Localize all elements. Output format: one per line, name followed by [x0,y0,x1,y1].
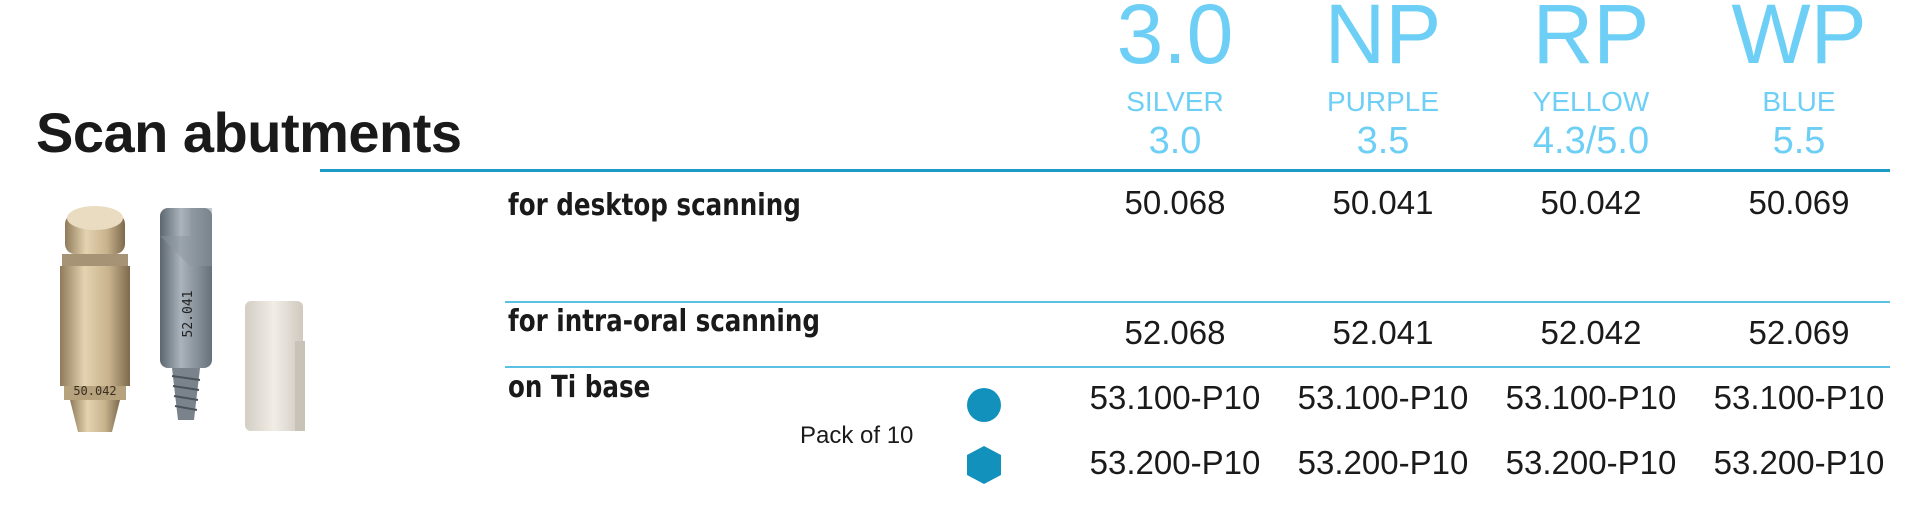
row-divider [505,301,1890,303]
round-connection-icon [967,388,1001,422]
tibase-round-value-3: 53.100-P10 [1505,379,1677,416]
column-code: RP [1532,0,1650,81]
tibase-hex-value-3: 53.200-P10 [1505,444,1677,481]
column-diameter: 3.0 [1148,120,1202,162]
intraoral-value-4: 52.069 [1748,314,1850,351]
tibase-hex-value-2: 53.200-P10 [1297,444,1469,481]
column-color: YELLOW [1532,86,1650,117]
column-diameter: 3.5 [1356,120,1410,162]
tibase-round-value-1: 53.100-P10 [1089,379,1261,416]
tibase-round-value-4: 53.100-P10 [1713,379,1885,416]
hexagon-connection-icon [967,446,1001,484]
intraoral-value-1: 52.068 [1124,314,1226,351]
column-code: NP [1324,0,1442,81]
column-code: 3.0 [1116,0,1234,81]
column-diameter: 4.3/5.0 [1532,120,1650,162]
desktop-value-3: 50.042 [1540,184,1642,221]
column-color: SILVER [1126,86,1224,117]
page-title: Scan abutments [36,101,462,164]
row-label-intraoral: for intra-oral scanning [508,304,820,339]
tibase-hex-value-1: 53.200-P10 [1089,444,1261,481]
intraoral-value-3: 52.042 [1540,314,1642,351]
desktop-value-4: 50.069 [1748,184,1850,221]
desktop-value-1: 50.068 [1124,184,1226,221]
column-diameter: 5.5 [1772,120,1826,162]
row-divider [505,366,1890,368]
product-illustration: 50.042 52.041 [60,206,305,432]
abutment-label: 50.042 [73,384,116,398]
tibase-hex-value-4: 53.200-P10 [1713,444,1885,481]
column-color: BLUE [1762,86,1836,117]
scan-post-grey: 52.041 [160,208,212,420]
intraoral-value-2: 52.041 [1332,314,1434,351]
column-color: PURPLE [1326,86,1440,117]
row-label-desktop: for desktop scanning [508,188,801,223]
header-rule [320,169,1890,172]
scan-cap [245,301,305,431]
pack-label: Pack of 10 [800,422,914,449]
row-label-tibase: on Ti base [508,370,651,405]
tibase-round-value-2: 53.100-P10 [1297,379,1469,416]
column-code: WP [1731,0,1867,81]
post-label: 52.041 [181,291,196,338]
desktop-value-2: 50.041 [1332,184,1434,221]
scan-abutment-gold: 50.042 [60,206,130,432]
